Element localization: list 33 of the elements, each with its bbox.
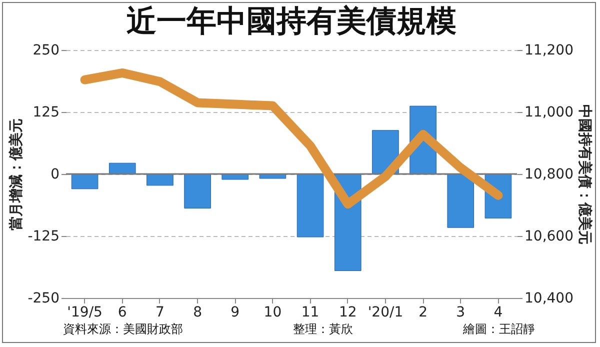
y-tick-label: 125 (32, 104, 60, 120)
bar (296, 174, 324, 238)
x-tick-label: 6 (118, 304, 127, 320)
x-tick-label: 9 (230, 304, 240, 320)
text: 繪圖：王詔靜 (463, 321, 535, 338)
x-tick-label: 12 (338, 304, 357, 320)
x-tick-label: 7 (155, 304, 164, 320)
x-tick-label: '19/5 (67, 304, 102, 320)
text: 整理：黃欣 (293, 321, 353, 338)
bar (447, 174, 474, 228)
y2-tick-label: 10,800 (524, 166, 574, 182)
x-tick-label: 3 (456, 304, 466, 320)
chart-title: 近一年中國持有美債規模 (126, 4, 456, 39)
bar (184, 174, 211, 208)
y2-axis-title: 中國持有美債：億美元 (576, 104, 594, 244)
bar (71, 174, 98, 190)
x-tick-label: 2 (418, 304, 428, 320)
x-tick-label: 8 (193, 304, 202, 320)
bar (108, 162, 136, 174)
x-tick-label: 4 (494, 304, 503, 320)
x-tick-label: 10 (264, 304, 282, 320)
x-tick-label: 11 (301, 304, 320, 320)
y-axis-title: 當月增減：億美元 (8, 118, 25, 230)
y-tick-label: -250 (28, 290, 60, 306)
y2-tick-label: 10,400 (524, 290, 574, 306)
y2-tick-label: 11,000 (524, 104, 574, 120)
y-tick-label: -125 (28, 228, 60, 244)
y-tick-label: 0 (50, 166, 60, 182)
x-tick-label: '20/1 (368, 304, 404, 320)
source-note: 資料來源：美國財政部 (63, 321, 183, 338)
y2-tick-label: 11,200 (524, 42, 574, 58)
y-tick-label: 250 (32, 42, 60, 58)
y2-tick-label: 10,600 (524, 228, 574, 244)
